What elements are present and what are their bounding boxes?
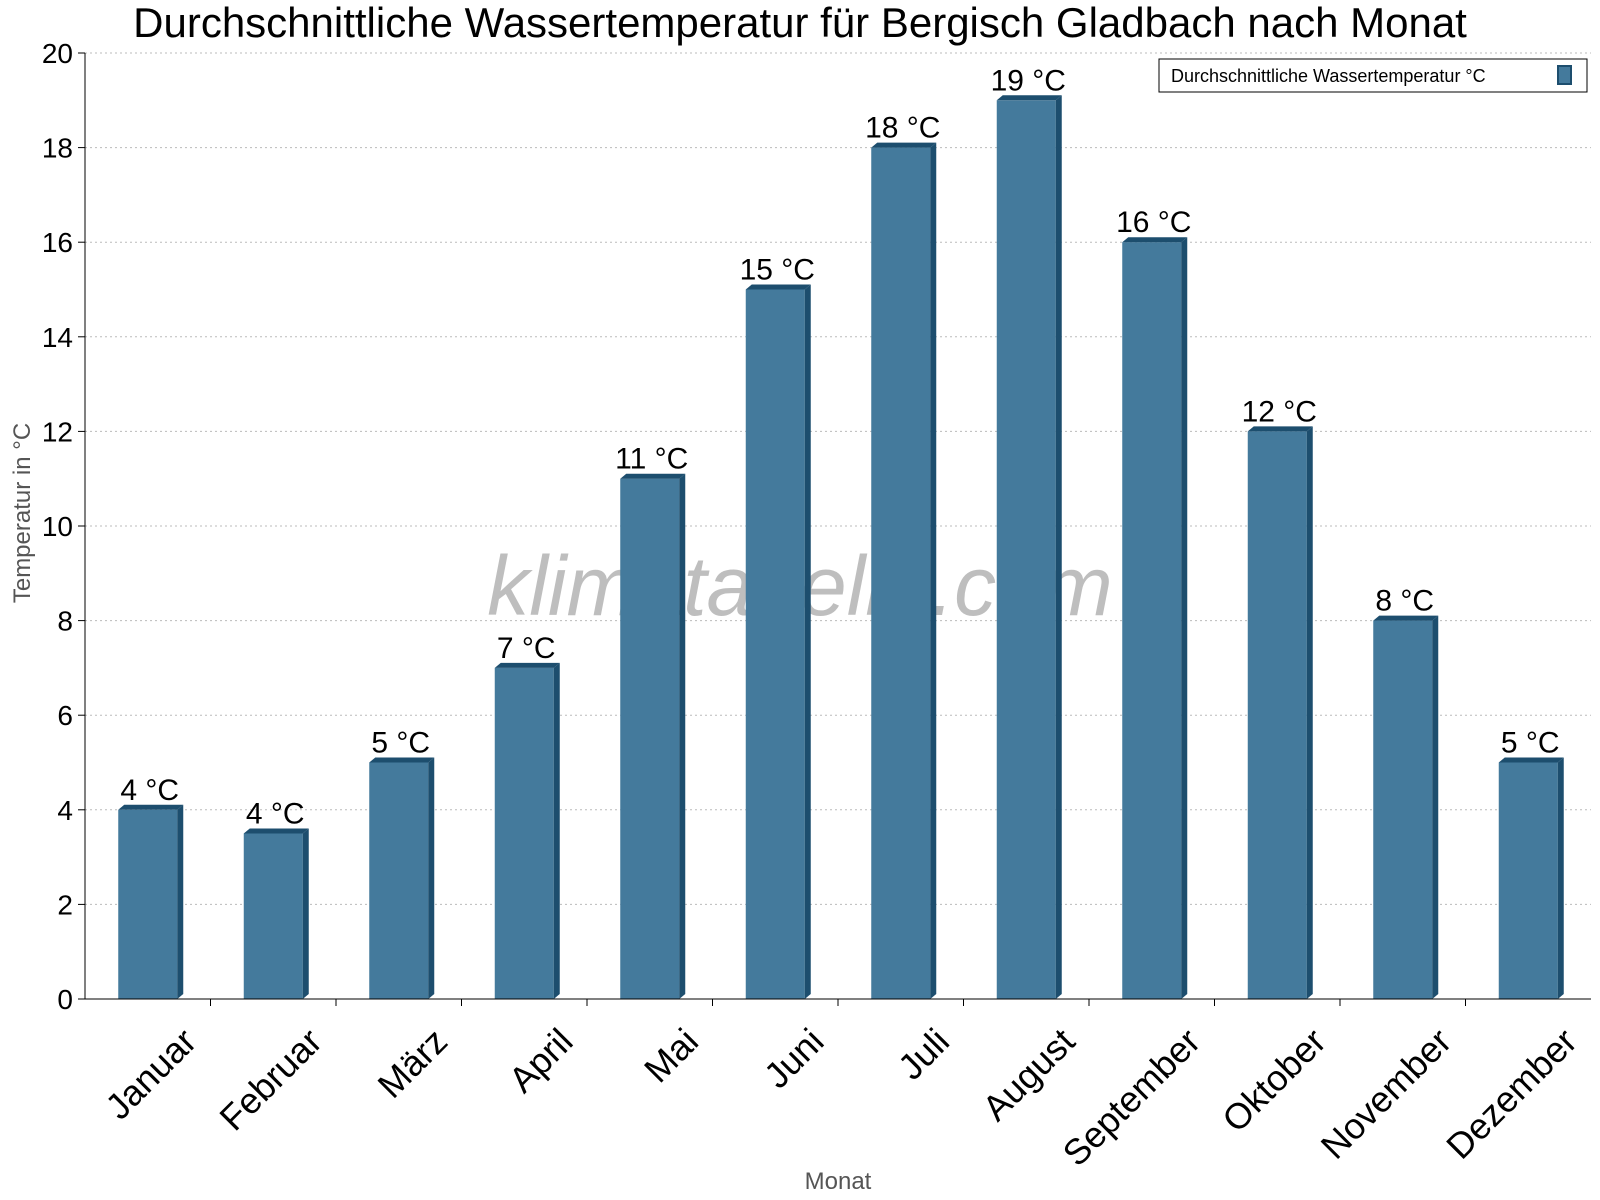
bar-face — [369, 762, 429, 999]
x-tick-label: September — [1055, 1020, 1209, 1174]
bar-face — [871, 147, 931, 1000]
y-tick-label: 0 — [57, 984, 73, 1015]
data-label: 18 °C — [865, 112, 940, 145]
bar — [745, 284, 811, 999]
y-tick-labels: 0 2 4 6 8 10 12 14 16 18 20 — [42, 38, 73, 1015]
bar — [243, 828, 309, 999]
bar-face — [1373, 620, 1433, 999]
legend-label: Durchschnittliche Wassertemperatur °C — [1171, 66, 1486, 86]
data-label: 19 °C — [991, 64, 1066, 97]
x-tick-label: Januar — [97, 1020, 204, 1127]
data-label: 4 °C — [246, 797, 305, 830]
bar-face — [1122, 242, 1182, 999]
legend-swatch — [1557, 65, 1572, 85]
bar-top — [494, 662, 560, 668]
bar — [1373, 615, 1439, 999]
bar-side — [1055, 95, 1062, 1000]
bar — [620, 473, 686, 999]
bar-face — [1247, 431, 1307, 999]
bar-top — [243, 828, 309, 834]
legend: Durchschnittliche Wassertemperatur °C — [1158, 58, 1588, 93]
legend-box — [1158, 58, 1588, 93]
bar-top — [1122, 237, 1188, 243]
y-tick-label: 14 — [42, 322, 73, 353]
x-tick-label: Juli — [890, 1020, 957, 1087]
bar — [1498, 757, 1564, 999]
bar-side — [553, 662, 560, 999]
y-tick-label: 8 — [57, 606, 73, 637]
bar — [996, 95, 1062, 1000]
x-tick-label: Juni — [756, 1020, 832, 1096]
chart-title: Durchschnittliche Wassertemperatur für B… — [133, 0, 1467, 46]
bar-top — [118, 804, 184, 810]
bar — [369, 757, 435, 999]
y-tick-label: 18 — [42, 133, 73, 164]
bar-side — [1181, 237, 1188, 999]
gridlines — [85, 52, 1591, 905]
bar-face — [243, 833, 303, 999]
bar — [871, 142, 937, 1000]
bar-top — [369, 757, 435, 763]
y-tick-label: 12 — [42, 416, 73, 447]
data-label: 4 °C — [120, 774, 179, 807]
bar — [118, 804, 184, 999]
bar — [494, 662, 560, 999]
data-label: 5 °C — [1501, 727, 1560, 760]
bar — [1247, 426, 1313, 999]
x-tick-label: Mai — [636, 1020, 706, 1090]
bar-top — [996, 95, 1062, 101]
bar-face — [620, 478, 680, 999]
x-tick-label: Dezember — [1438, 1020, 1584, 1166]
bar-top — [1373, 615, 1439, 621]
x-axis-title: Monat — [805, 1168, 872, 1195]
y-tick-label: 2 — [57, 889, 73, 920]
x-tick-label: Februar — [211, 1020, 329, 1138]
bar-side — [679, 473, 686, 999]
bar-side — [302, 828, 309, 999]
axes — [78, 52, 1591, 1006]
y-tick-label: 16 — [42, 227, 73, 258]
x-tick-label: August — [974, 1020, 1082, 1128]
y-tick-label: 4 — [57, 795, 73, 826]
bar-side — [1432, 615, 1439, 999]
bar-top — [1498, 757, 1564, 763]
data-label: 11 °C — [615, 443, 688, 476]
x-tick-label: Oktober — [1214, 1020, 1334, 1140]
bar-top — [871, 142, 937, 148]
data-label: 12 °C — [1242, 395, 1317, 428]
y-tick-label: 6 — [57, 700, 73, 731]
x-tick-label: April — [501, 1020, 581, 1100]
bar-top — [620, 473, 686, 479]
x-tick-label: November — [1313, 1020, 1459, 1166]
bar-face — [996, 100, 1056, 1000]
bar-side — [428, 757, 435, 999]
bar-face — [118, 809, 178, 999]
x-tick-label: März — [370, 1020, 456, 1106]
data-label: 5 °C — [371, 727, 430, 760]
data-label: 16 °C — [1116, 206, 1191, 239]
bar-face — [494, 667, 554, 999]
bars — [118, 95, 1564, 1000]
data-labels: 4 °C 4 °C 5 °C 7 °C 11 °C 15 °C 18 °C 19 °C 16 °… — [120, 64, 1559, 830]
bar-side — [1306, 426, 1313, 999]
bar-side — [804, 284, 811, 999]
data-label: 15 °C — [740, 254, 815, 287]
bar-face — [1498, 762, 1558, 999]
y-tick-label: 10 — [42, 511, 73, 542]
y-axis-title: Temperatur in °C — [9, 423, 36, 603]
bar — [1122, 237, 1188, 999]
data-label: 8 °C — [1375, 585, 1434, 618]
bar-side — [930, 142, 937, 1000]
bar-top — [745, 284, 811, 290]
data-label: 7 °C — [497, 632, 556, 665]
bar-side — [177, 804, 184, 999]
y-tick-label: 20 — [42, 38, 73, 69]
bar-top — [1247, 426, 1313, 432]
bar-face — [745, 289, 805, 999]
bar-side — [1557, 757, 1564, 999]
x-tick-labels: Januar Februar März April Mai Juni Juli AugustS… — [97, 1020, 1584, 1174]
